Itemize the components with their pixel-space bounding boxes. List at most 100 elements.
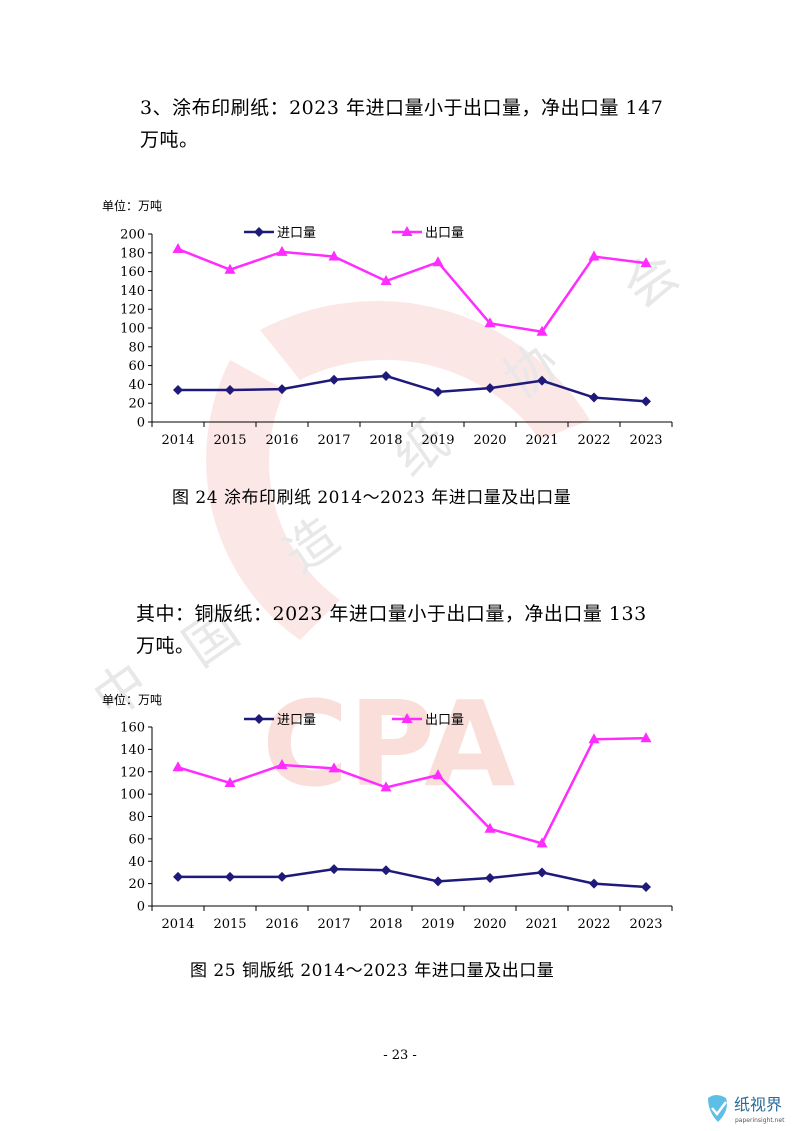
y-tick-label: 160 bbox=[120, 721, 145, 736]
x-tick-label: 2019 bbox=[421, 917, 454, 932]
data-point bbox=[484, 822, 496, 833]
data-point bbox=[641, 881, 651, 892]
y-tick-label: 20 bbox=[128, 397, 145, 412]
logo-subtext: paperinsight.net bbox=[735, 1117, 785, 1124]
logo-check-icon bbox=[711, 1101, 727, 1117]
x-tick-label: 2023 bbox=[629, 917, 662, 932]
data-point bbox=[172, 761, 184, 772]
data-point bbox=[172, 243, 184, 254]
x-tick-label: 2017 bbox=[317, 917, 350, 932]
series-line bbox=[177, 736, 647, 845]
data-point bbox=[640, 732, 652, 743]
data-point bbox=[329, 374, 339, 385]
data-point bbox=[537, 867, 547, 878]
x-tick-label: 2020 bbox=[473, 433, 506, 448]
x-tick-label: 2016 bbox=[265, 917, 298, 932]
y-tick-label: 160 bbox=[120, 265, 145, 280]
data-point bbox=[276, 759, 288, 770]
paragraph-coated-paper-line2: 万吨。 bbox=[140, 129, 199, 151]
y-tick-label: 40 bbox=[128, 378, 145, 393]
series-line bbox=[177, 247, 647, 334]
data-point bbox=[276, 245, 288, 256]
figure-25-caption: 图 25 铜版纸 2014～2023 年进口量及出口量 bbox=[190, 961, 555, 981]
data-point bbox=[485, 873, 495, 884]
data-point bbox=[328, 762, 340, 773]
data-point bbox=[537, 375, 547, 386]
logo-mark-icon bbox=[708, 1095, 727, 1122]
y-tick-label: 20 bbox=[128, 877, 145, 892]
paragraph-art-paper: 其中：铜版纸：2023 年进口量小于出口量，净出口量 133 万吨。 bbox=[136, 598, 696, 662]
legend-marker bbox=[401, 713, 413, 723]
y-tick-label: 200 bbox=[120, 228, 145, 243]
data-point bbox=[588, 250, 600, 261]
y-tick-label: 0 bbox=[137, 416, 145, 431]
legend-label: 进口量 bbox=[277, 226, 316, 241]
y-tick-label: 100 bbox=[120, 322, 145, 337]
y-tick-label: 140 bbox=[120, 284, 145, 299]
legend-marker bbox=[401, 226, 413, 236]
figure-24-caption: 图 24 涂布印刷纸 2014～2023 年进口量及出口量 bbox=[172, 488, 572, 508]
chart-coated-paper: 单位：万吨 0 20 40 60 80 100 120 140 160 180 200 2014 2015… bbox=[100, 190, 720, 450]
data-point bbox=[589, 878, 599, 889]
series-line bbox=[178, 867, 647, 889]
data-point bbox=[173, 385, 183, 396]
data-point bbox=[536, 325, 548, 336]
data-point bbox=[329, 864, 339, 875]
series-line bbox=[178, 374, 647, 403]
data-point bbox=[277, 384, 287, 395]
y-tick-label: 80 bbox=[128, 340, 145, 355]
x-tick-label: 2019 bbox=[421, 433, 454, 448]
data-point bbox=[588, 733, 600, 744]
page-number: - 23 - bbox=[383, 1048, 417, 1063]
x-tick-label: 2017 bbox=[317, 433, 350, 448]
data-point bbox=[641, 396, 651, 407]
data-point bbox=[225, 871, 235, 882]
x-tick-label: 2018 bbox=[369, 433, 402, 448]
data-point bbox=[640, 257, 652, 268]
y-tick-label: 40 bbox=[128, 855, 145, 870]
y-tick-label: 60 bbox=[128, 832, 145, 847]
data-point bbox=[433, 876, 443, 887]
chart-art-paper: 单位：万吨 0 20 40 60 80 100 120 140 160 2014 2015 2016 20… bbox=[100, 688, 720, 938]
data-point bbox=[381, 370, 391, 381]
unit-label: 单位：万吨 bbox=[102, 692, 162, 707]
watermark-char: 造 bbox=[273, 507, 350, 586]
data-point bbox=[224, 776, 236, 787]
y-tick-label: 100 bbox=[120, 788, 145, 803]
x-tick-label: 2015 bbox=[213, 917, 246, 932]
y-tick-label: 80 bbox=[128, 810, 145, 825]
unit-label: 单位：万吨 bbox=[102, 198, 162, 213]
legend-label: 进口量 bbox=[277, 713, 316, 728]
y-tick-label: 60 bbox=[128, 359, 145, 374]
x-tick-label: 2022 bbox=[577, 917, 610, 932]
data-point bbox=[381, 865, 391, 876]
x-tick-label: 2021 bbox=[525, 917, 558, 932]
y-tick-label: 0 bbox=[137, 900, 145, 915]
data-point bbox=[485, 383, 495, 394]
y-tick-label: 120 bbox=[120, 765, 145, 780]
legend-marker bbox=[254, 227, 264, 237]
data-point bbox=[536, 837, 548, 848]
paperinsight-logo: 纸视界 paperinsight.net bbox=[704, 1090, 800, 1126]
legend-marker bbox=[254, 714, 264, 724]
data-point bbox=[484, 317, 496, 328]
x-tick-label: 2014 bbox=[161, 917, 194, 932]
logo-text: 纸视界 bbox=[734, 1095, 782, 1114]
paragraph-art-paper-line1: 其中：铜版纸：2023 年进口量小于出口量，净出口量 133 bbox=[136, 603, 647, 625]
paragraph-coated-paper-line1: 3、涂布印刷纸：2023 年进口量小于出口量，净出口量 147 bbox=[140, 97, 664, 119]
x-tick-label: 2023 bbox=[629, 433, 662, 448]
data-point bbox=[277, 871, 287, 882]
data-point bbox=[432, 256, 444, 267]
x-tick-label: 2016 bbox=[265, 433, 298, 448]
data-point bbox=[173, 871, 183, 882]
data-point bbox=[589, 392, 599, 403]
data-point bbox=[433, 386, 443, 397]
paragraph-art-paper-line2: 万吨。 bbox=[136, 635, 195, 657]
data-point bbox=[380, 275, 392, 285]
data-point bbox=[380, 781, 392, 792]
data-point bbox=[432, 769, 444, 780]
y-tick-label: 120 bbox=[120, 303, 145, 318]
x-tick-label: 2022 bbox=[577, 433, 610, 448]
legend-label: 出口量 bbox=[425, 713, 464, 728]
x-tick-label: 2020 bbox=[473, 917, 506, 932]
